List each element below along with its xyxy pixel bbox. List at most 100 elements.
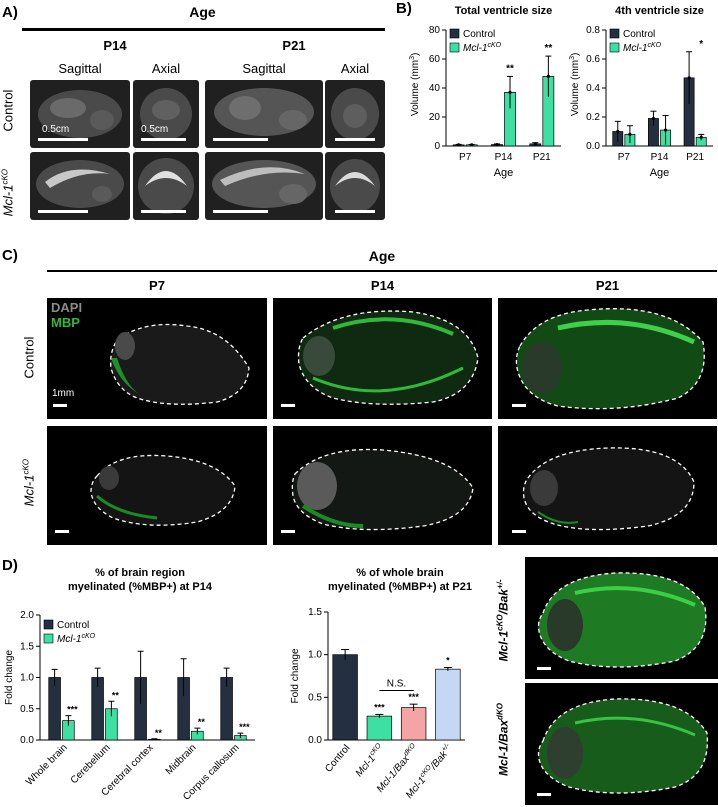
legend-swatch [43,619,54,630]
data-point [687,76,691,80]
panel-a-age-p14: P14 [103,38,127,53]
chart-4th-ventricle: 4th ventricle size 0.0 0.2 0.4 0.6 0.8 Volume … [569,5,713,179]
bar [400,707,427,741]
x-tick-label: Control [323,743,352,775]
y-axis-label: Volume (mm3) [569,53,581,116]
legend-swatch [609,42,620,53]
mbp-p14-cko [273,426,492,545]
panel-c-row-mcl1-sup: cKO [21,458,31,475]
chart-title: 4th ventricle size [615,5,704,17]
panel-a-age-header: Age [189,4,216,20]
panel-c-age-p7: P7 [149,278,165,293]
x-tick-label: P14 [651,152,669,163]
legend-label-part-1: cKO [487,42,501,49]
mri-p21-axial-control [325,80,385,148]
y-tick-label: 0.0 [586,141,600,152]
panel-d-row-bak-sup2: +/- [495,579,505,590]
panel-a-header-line [22,28,385,31]
panel-d-row-bak: Mcl-1cKO/Bak+/- [496,566,511,676]
x-tick-label-part-0: Mcl-1 [404,775,428,801]
legend-label: Control [57,620,89,631]
panel-a-age-p21: P21 [282,38,306,53]
panel-c-row-mcl1: Mcl-1cKO [21,448,36,518]
x-tick-label: P7 [618,152,631,163]
y-tick-label: 0 [434,141,440,152]
y-tick-label: 40 [429,83,441,94]
legend-label-part-1: cKO [81,633,95,640]
mbp-scalebar-8 [537,793,551,796]
panel-d-row-bax: Mcl-1/BaxdKO [496,685,511,795]
mbp-scalebar-5 [281,530,295,533]
mbp-bax-image [525,683,718,805]
legend-label-part-0: Mcl-1 [57,634,81,645]
mbp-scalebar-6 [512,530,526,533]
chart-title-line1: % of brain region [95,567,185,579]
mri-p14-axial-control: 0.5cm [133,80,199,148]
ns-label: N.S. [387,679,406,690]
panel-d-row-bax-sup: dKO [495,703,505,720]
mbp-scalebar-7 [537,667,551,670]
x-tick-label-part-1: cKO [369,742,383,757]
mri-p14-sagittal-control: 0.5cm [30,80,130,148]
x-tick-label: Mcl-1cKO [353,742,387,779]
data-point [508,90,512,94]
data-point [699,135,703,139]
x-tick-label: Whole brain [24,742,70,788]
y-axis-label: Volume (mm3) [409,53,421,116]
panel-c-header-line [47,270,717,272]
legend-label-part-1: cKO [647,42,661,49]
y-axis-label-part-2: ) [570,53,581,56]
y-axis-label: Fold change [4,650,15,705]
x-tick-label-part-0: Mcl-1/Bax [375,753,413,795]
y-tick-label: 0.5 [308,692,322,703]
x-axis-label: Age [494,167,514,179]
y-tick-label: 2.0 [20,610,34,621]
panel-d-label: D) [2,557,18,574]
panel-a-row-control: Control [0,89,16,132]
legend-swatch [609,28,620,39]
y-axis-label-part-1: 3 [569,56,576,60]
x-tick-label: P7 [459,152,472,163]
significance-marker: ** [112,690,120,700]
bar [48,677,61,741]
bar [366,715,393,741]
chart-total-ventricle: Total ventricle size 0 20 40 60 80 Volume (mm3… [409,5,561,179]
panel-c-age-p14: P14 [370,278,395,293]
panel-b-label: B) [396,0,412,17]
panel-c-row-mcl1-name: Mcl-1 [21,474,37,507]
mbp-p21-control [498,298,717,419]
y-tick-label: 20 [429,112,441,123]
x-tick-label-part-0: Control [323,743,352,775]
mri-scalebar-6 [141,210,186,213]
x-axis-label: Age [650,167,670,179]
mri-scalebar-label-2: 0.5cm [141,124,169,135]
legend-label: Mcl-1cKO [57,633,96,645]
mbp-scalebar-2 [281,404,295,407]
mri-p21-axial-cko [325,152,385,220]
x-tick-label: Midbrain [164,742,199,777]
bar [332,654,358,741]
data-point [495,142,499,147]
panel-c-age-p21: P21 [595,278,620,293]
y-axis-label-part-0: Volume (mm [410,60,421,116]
mbp-bak-image [525,557,718,679]
mbp-p14-control [273,298,492,419]
mri-p14-axial-cko [133,152,199,220]
panel-d-row-bak-mid: /Bak [496,589,511,615]
chart-title-line2: myelinated (%MBP+) at P14 [68,581,213,593]
y-tick-label: 0.8 [586,25,600,36]
mbp-scalebar-4 [55,530,69,533]
y-tick-label: 0.0 [308,735,322,746]
view-sagittal-1: Sagittal [58,61,102,76]
significance-marker: ** [155,728,163,738]
view-sagittal-2: Sagittal [242,61,286,76]
panel-a-label: A) [2,4,18,21]
legend-swatch [43,633,54,644]
panel-c-label: C) [2,247,18,264]
panel-d-row-bak-sup1: cKO [495,614,505,631]
significance-marker: *** [374,702,385,712]
significance-marker: * [699,39,703,50]
chart-title: Total ventricle size [455,5,553,17]
legend-swatch [449,28,460,39]
y-tick-label: 1.5 [308,607,322,618]
